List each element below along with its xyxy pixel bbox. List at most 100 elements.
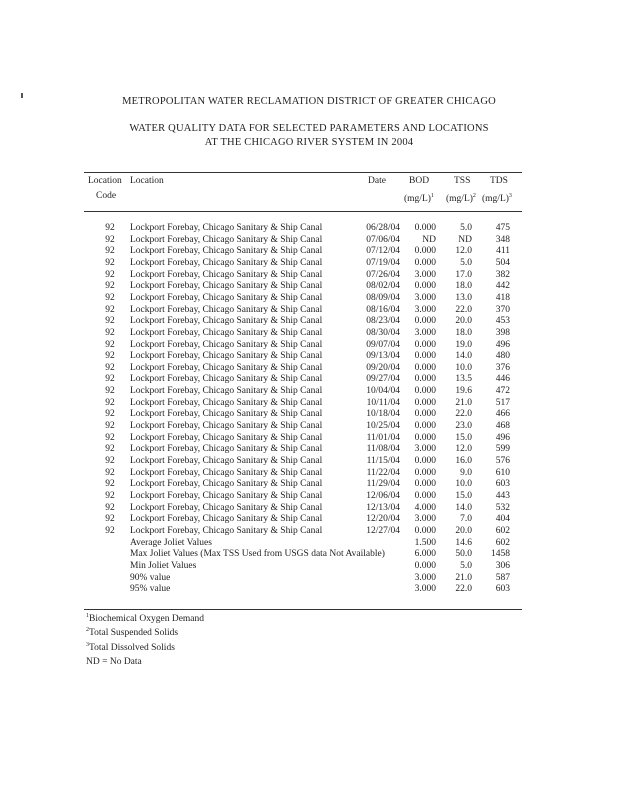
- tds-value: 480: [495, 351, 510, 362]
- sample-date: 11/08/04: [366, 444, 400, 455]
- footnote: 3Total Dissolved Solids: [86, 642, 175, 653]
- bod-value: 3.000: [414, 269, 436, 280]
- sample-date: 12/06/04: [366, 490, 400, 501]
- location-code: 92: [105, 514, 115, 525]
- tds-value: 411: [496, 246, 510, 257]
- footnote: 2Total Suspended Solids: [86, 627, 178, 638]
- table-row: 92 Lockport Forebay, Chicago Sanitary & S…: [0, 514, 618, 526]
- tds-value: 1458: [491, 549, 510, 560]
- report-subtitle: AT THE CHICAGO RIVER SYSTEM IN 2004: [204, 137, 414, 148]
- sample-date: 09/27/04: [366, 374, 400, 385]
- report-title: WATER QUALITY DATA FOR SELECTED PARAMETE…: [129, 123, 489, 134]
- tss-value: 19.0: [455, 339, 472, 350]
- tss-value: 21.0: [455, 397, 472, 408]
- tss-value: 10.0: [455, 479, 472, 490]
- sample-date: 12/27/04: [366, 525, 400, 536]
- location-name: Lockport Forebay, Chicago Sanitary & Shi…: [130, 339, 323, 350]
- header-bod: BOD: [409, 176, 430, 186]
- summary-label: Average Joliet Values: [130, 537, 212, 548]
- table-row: 92 Lockport Forebay, Chicago Sanitary & S…: [0, 328, 618, 340]
- location-name: Lockport Forebay, Chicago Sanitary & Shi…: [130, 479, 323, 490]
- header-tds-unit: (mg/L)3: [482, 190, 512, 205]
- bod-value: 0.000: [414, 246, 436, 257]
- footnote: ND = No Data: [86, 656, 142, 667]
- bod-value: 0.000: [414, 525, 436, 536]
- bod-value: 0.000: [414, 421, 436, 432]
- sample-date: 12/20/04: [366, 514, 400, 525]
- footnote-marker: 2: [86, 627, 89, 634]
- bod-value: 0.000: [414, 374, 436, 385]
- tss-value: 15.0: [455, 432, 472, 443]
- sample-date: 11/22/04: [366, 467, 400, 478]
- tss-value: 10.0: [455, 362, 472, 373]
- tss-value: ND: [458, 234, 472, 245]
- sample-date: 12/13/04: [366, 502, 400, 513]
- location-code: 92: [105, 397, 115, 408]
- summary-row: Average Joliet Values 1.500 14.6 602: [0, 538, 618, 550]
- agency-title: METROPOLITAN WATER RECLAMATION DISTRICT …: [122, 96, 496, 107]
- header-location-code: Location: [88, 176, 122, 186]
- location-code: 92: [105, 257, 115, 268]
- location-code: 92: [105, 292, 115, 303]
- tds-value: 382: [495, 269, 510, 280]
- location-name: Lockport Forebay, Chicago Sanitary & Shi…: [130, 234, 323, 245]
- footnote: 1Biochemical Oxygen Demand: [86, 613, 204, 624]
- sample-date: 11/29/04: [366, 479, 400, 490]
- location-name: Lockport Forebay, Chicago Sanitary & Shi…: [130, 292, 323, 303]
- location-code: 92: [105, 421, 115, 432]
- tds-value: 376: [495, 362, 510, 373]
- scan-mark: [21, 93, 23, 98]
- tss-value: 23.0: [455, 421, 472, 432]
- table-row: 92 Lockport Forebay, Chicago Sanitary & S…: [0, 340, 618, 352]
- location-name: Lockport Forebay, Chicago Sanitary & Shi…: [130, 257, 323, 268]
- summary-label: Min Joliet Values: [130, 560, 197, 571]
- location-name: Lockport Forebay, Chicago Sanitary & Shi…: [130, 304, 323, 315]
- bod-value: 0.000: [414, 281, 436, 292]
- location-code: 92: [105, 351, 115, 362]
- location-name: Lockport Forebay, Chicago Sanitary & Shi…: [130, 432, 323, 443]
- table-bottom-rule: [84, 609, 522, 610]
- location-name: Lockport Forebay, Chicago Sanitary & Shi…: [130, 351, 323, 362]
- tss-value: 5.0: [460, 257, 472, 268]
- header-bod-unit: (mg/L)1: [404, 190, 434, 205]
- bod-value: 0.000: [414, 456, 436, 466]
- table-row: 92 Lockport Forebay, Chicago Sanitary & S…: [0, 374, 618, 386]
- sample-date: 07/06/04: [366, 234, 400, 245]
- tss-value: 9.0: [460, 467, 472, 478]
- tss-value: 17.0: [455, 269, 472, 280]
- location-code: 92: [105, 269, 115, 280]
- location-name: Lockport Forebay, Chicago Sanitary & Shi…: [130, 327, 323, 338]
- tds-value: 398: [495, 327, 510, 338]
- sample-date: 11/01/04: [366, 432, 400, 443]
- bod-sup: 1: [430, 193, 434, 199]
- tss-value: 16.0: [455, 456, 472, 466]
- table-top-rule: [84, 172, 522, 173]
- location-code: 92: [105, 409, 115, 420]
- sample-date: 11/15/04: [366, 456, 400, 466]
- table-row: 92 Lockport Forebay, Chicago Sanitary & S…: [0, 270, 618, 282]
- tds-value: 587: [495, 572, 510, 583]
- bod-value: 0.000: [414, 397, 436, 408]
- location-code: 92: [105, 234, 115, 245]
- tss-value: 21.0: [455, 572, 472, 583]
- table-row: 92 Lockport Forebay, Chicago Sanitary & S…: [0, 421, 618, 433]
- tss-value: 18.0: [455, 327, 472, 338]
- location-name: Lockport Forebay, Chicago Sanitary & Shi…: [130, 362, 323, 373]
- location-code: 92: [105, 444, 115, 455]
- sample-date: 08/30/04: [366, 327, 400, 338]
- tds-value: 504: [495, 257, 510, 268]
- location-name: Lockport Forebay, Chicago Sanitary & Shi…: [130, 525, 323, 536]
- tds-value: 370: [495, 304, 510, 315]
- summary-row: Max Joliet Values (Max TSS Used from USG…: [0, 549, 618, 561]
- tss-value: 7.0: [460, 514, 472, 525]
- location-code: 92: [105, 316, 115, 327]
- location-name: Lockport Forebay, Chicago Sanitary & Shi…: [130, 502, 323, 513]
- footnote-text: ND = No Data: [86, 657, 142, 668]
- bod-value: 0.000: [414, 432, 436, 443]
- bod-value: 0.000: [414, 467, 436, 478]
- tss-value: 5.0: [460, 560, 472, 571]
- header-tds: TDS: [490, 176, 508, 186]
- location-name: Lockport Forebay, Chicago Sanitary & Shi…: [130, 316, 323, 327]
- location-name: Lockport Forebay, Chicago Sanitary & Shi…: [130, 281, 323, 292]
- bod-value: 0.000: [414, 490, 436, 501]
